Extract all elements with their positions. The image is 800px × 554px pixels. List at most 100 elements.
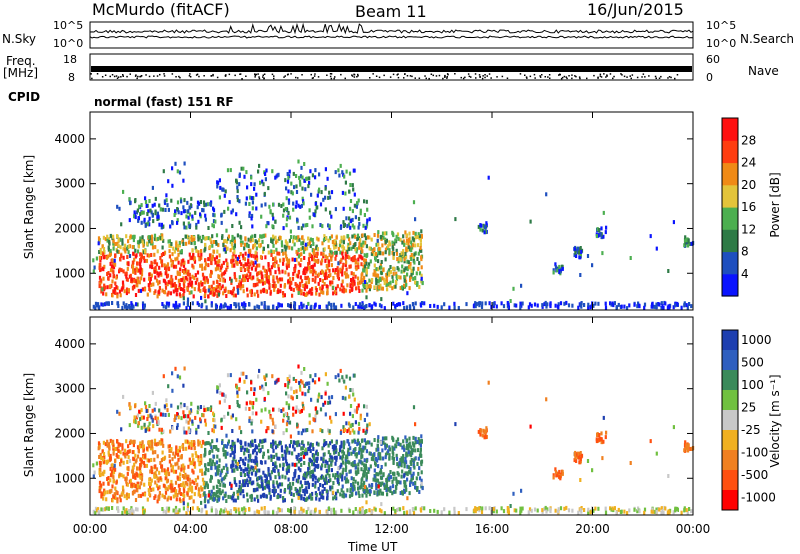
power-cell (247, 260, 250, 265)
velocity-cell (180, 454, 183, 458)
power-cell (248, 275, 251, 280)
power-cell (204, 217, 207, 222)
power-cell (410, 253, 413, 257)
power-cell (248, 265, 251, 270)
power-cell (180, 211, 183, 216)
velocity-cell (345, 465, 348, 470)
velocity-cell (231, 413, 234, 418)
velocity-cell (223, 414, 226, 419)
velocity-cell (282, 418, 285, 423)
power-cell (146, 221, 149, 226)
power-cell (357, 257, 360, 262)
power-cell (227, 206, 230, 211)
power-cell (296, 217, 299, 222)
power-cell (132, 238, 135, 243)
power-cell (155, 269, 158, 274)
power-cell (170, 263, 173, 268)
velocity-cell (230, 486, 233, 490)
velocity-cell (316, 452, 319, 457)
power-cell (357, 236, 360, 241)
power-cell (372, 252, 375, 257)
velocity-cell (214, 472, 217, 477)
velocity-cell (371, 483, 374, 487)
velocity-cell (246, 448, 249, 453)
velocity-cell (222, 476, 226, 481)
velocity-cell (399, 480, 402, 485)
power-cell (132, 266, 135, 271)
power-cell (169, 280, 172, 285)
velocity-cell (386, 492, 389, 497)
power-cell (145, 258, 148, 263)
power-cell (687, 238, 690, 243)
velocity-cell (373, 490, 376, 495)
velocity-cell (267, 449, 270, 454)
power-cell (369, 284, 372, 289)
velocity-cell (105, 460, 108, 465)
power-cell (250, 260, 253, 265)
velocity-cell (347, 447, 350, 452)
velocity-cell (249, 400, 252, 405)
velocity-cell (300, 408, 303, 413)
power-cell (213, 286, 216, 291)
velocity-cell (393, 446, 396, 451)
velocity-cell (299, 409, 302, 414)
power-cell (480, 223, 483, 228)
power-cell (251, 238, 254, 243)
power-cell (182, 205, 185, 210)
power-cell (112, 265, 116, 270)
power-cell (577, 246, 580, 251)
power-cell (362, 240, 365, 245)
velocity-cell (100, 460, 103, 465)
power-cell (252, 196, 255, 201)
power-cell (348, 303, 351, 308)
velocity-cell (160, 430, 163, 435)
velocity-cell (277, 494, 280, 499)
velocity-cell (147, 488, 150, 493)
power-cell (680, 305, 683, 310)
power-cell (142, 250, 145, 255)
velocity-cell (301, 450, 304, 455)
power-cell (509, 299, 512, 303)
power-cell (180, 259, 183, 264)
power-cell (541, 303, 544, 308)
velocity-cell (272, 439, 275, 444)
power-cell (342, 289, 345, 294)
power-cell (365, 222, 369, 227)
power-cell (229, 168, 232, 173)
power-cell (674, 303, 677, 308)
velocity-cell (297, 466, 300, 471)
power-cell (363, 233, 366, 238)
velocity-cell (118, 494, 122, 499)
velocity-cell (229, 481, 232, 486)
velocity-cell (189, 481, 192, 486)
power-cell (344, 191, 347, 196)
power-cell (303, 178, 307, 183)
velocity-cell (213, 491, 216, 496)
power-cell (188, 252, 191, 257)
power-cell (416, 257, 419, 261)
velocity-cell (159, 461, 162, 465)
power-cell (405, 282, 408, 287)
power-cell (376, 238, 379, 243)
power-cell (240, 262, 243, 267)
power-cell (260, 301, 263, 306)
power-cell (317, 237, 320, 242)
power-cell (216, 266, 219, 271)
power-cell (561, 264, 564, 269)
power-cell (197, 219, 200, 224)
power-cell (165, 301, 168, 306)
power-cell (302, 249, 306, 254)
power-cell (312, 242, 315, 246)
power-cell (368, 262, 371, 267)
power-cell (297, 270, 300, 275)
power-cell (350, 257, 353, 262)
power-cell (304, 247, 307, 252)
power-cell (302, 199, 305, 204)
power-cell (136, 240, 140, 245)
velocity-cell (235, 464, 238, 469)
power-cell (309, 252, 312, 257)
power-cell (308, 290, 311, 295)
velocity-cell (174, 493, 177, 498)
velocity-cell (214, 424, 217, 429)
